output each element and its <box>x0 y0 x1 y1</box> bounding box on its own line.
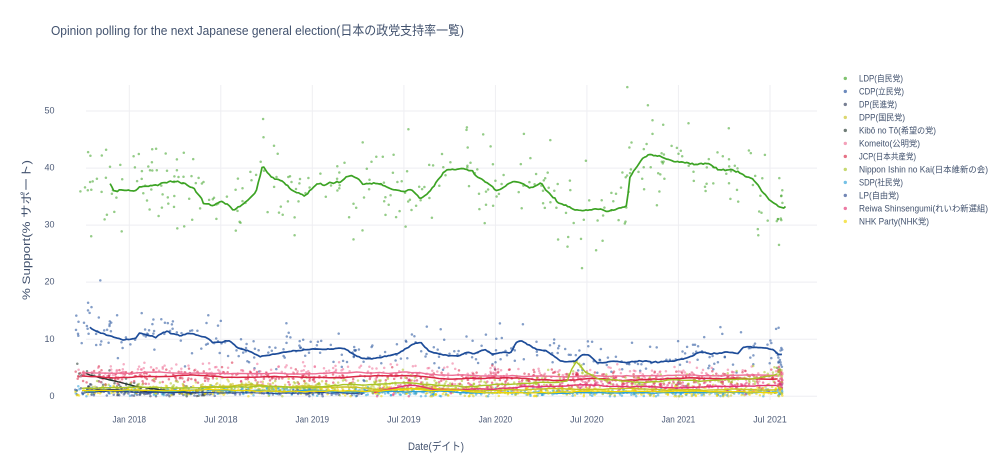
svg-text:Nippon Ishin no Kai(日本維新の会): Nippon Ishin no Kai(日本維新の会) <box>859 164 988 175</box>
svg-text:Jul 2018: Jul 2018 <box>204 415 238 425</box>
svg-text:Date(デイト): Date(デイト) <box>408 439 464 453</box>
svg-text:JCP(日本共産党): JCP(日本共産党) <box>859 151 916 162</box>
svg-text:CDP(立民党): CDP(立民党) <box>859 86 904 97</box>
svg-text:Komeito(公明党): Komeito(公明党) <box>859 138 920 149</box>
svg-text:LDP(自民党): LDP(自民党) <box>859 73 903 84</box>
svg-text:DP(民進党): DP(民進党) <box>859 99 897 110</box>
svg-text:40: 40 <box>44 163 54 173</box>
svg-text:LP(自由党): LP(自由党) <box>859 190 899 201</box>
svg-text:0: 0 <box>49 391 54 401</box>
svg-text:Jan 2019: Jan 2019 <box>296 415 330 425</box>
svg-text:Kibō no Tō(希望の党): Kibō no Tō(希望の党) <box>859 125 936 136</box>
svg-text:20: 20 <box>44 277 54 287</box>
svg-text:50: 50 <box>44 106 54 116</box>
svg-text:DPP(国民党): DPP(国民党) <box>859 112 905 123</box>
svg-text:Jan 2018: Jan 2018 <box>113 415 147 425</box>
svg-text:SDP(社民党): SDP(社民党) <box>859 177 903 188</box>
svg-text:30: 30 <box>44 220 54 230</box>
svg-text:% Support(% サポート): % Support(% サポート) <box>20 160 33 300</box>
svg-text:Jan 2020: Jan 2020 <box>479 415 513 425</box>
svg-text:Jul 2019: Jul 2019 <box>387 415 421 425</box>
svg-text:NHK Party(NHK党): NHK Party(NHK党) <box>859 216 929 227</box>
svg-text:Opinion polling for the next J: Opinion polling for the next Japanese ge… <box>51 23 464 38</box>
svg-text:Jul 2020: Jul 2020 <box>570 415 604 425</box>
svg-text:Reiwa Shinsengumi(れいわ新選組): Reiwa Shinsengumi(れいわ新選組) <box>859 203 988 214</box>
svg-text:Jul 2021: Jul 2021 <box>753 415 787 425</box>
svg-text:Jan 2021: Jan 2021 <box>662 415 696 425</box>
svg-text:10: 10 <box>44 334 54 344</box>
